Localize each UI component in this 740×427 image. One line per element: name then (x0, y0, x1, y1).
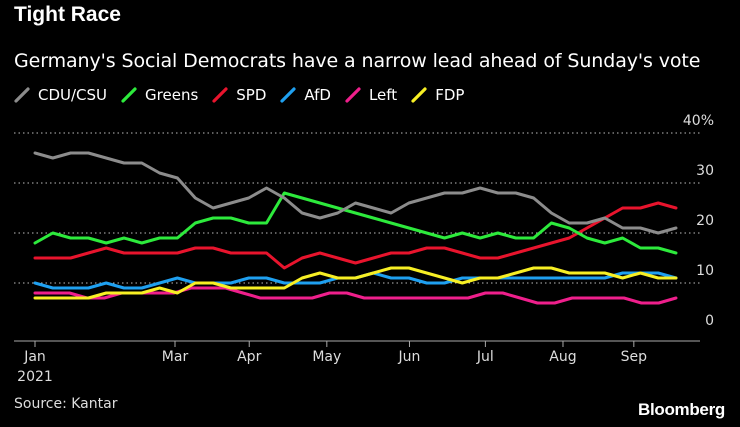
y-tick-label: 30 (696, 163, 714, 179)
legend-item-afd: AfD (280, 86, 331, 104)
y-tick-label: 20 (696, 213, 714, 229)
series-line-greens (33, 191, 678, 255)
series-line-fdp (33, 266, 678, 300)
series-line-spd (33, 201, 678, 270)
legend-item-fdp: FDP (411, 86, 464, 104)
legend-label: AfD (304, 86, 331, 104)
legend-item-left: Left (345, 86, 397, 104)
x-tick-label: May (312, 349, 341, 365)
legend-swatch-icon (212, 87, 228, 103)
legend-label: Greens (145, 86, 199, 104)
y-axis-ticks: 0 10 20 30 40% (683, 113, 714, 329)
chart-title: Tight Race (14, 3, 121, 26)
legend-swatch-icon (121, 87, 137, 103)
grid-lines (14, 132, 700, 342)
legend-label: Left (368, 86, 398, 104)
series-line-afd (33, 271, 678, 290)
source-note: Source: Kantar (14, 396, 118, 412)
x-tick-label: Jun (398, 349, 421, 365)
x-tick-label: Jan (23, 349, 46, 365)
legend-label: SPD (236, 86, 267, 104)
legend-label: CDU/CSU (38, 86, 108, 104)
x-year-label: 2021 (17, 369, 53, 385)
x-tick-label: Mar (162, 349, 189, 365)
y-tick-label: 10 (696, 263, 714, 279)
x-tick-label: Jul (476, 349, 494, 365)
bloomberg-logo: Bloomberg (637, 400, 725, 419)
x-tick-label: Apr (237, 349, 261, 365)
series-lines (33, 151, 678, 305)
series-line-left (33, 286, 678, 305)
legend-item-spd: SPD (212, 86, 266, 104)
x-axis-ticks: Jan Mar Apr May Jun Jul Aug Sep 2021 (17, 341, 647, 385)
x-tick-label: Sep (621, 349, 648, 365)
y-tick-label: 40% (683, 113, 714, 129)
legend-swatch-icon (14, 87, 30, 103)
legend-label: FDP (435, 86, 465, 104)
x-tick-label: Aug (549, 349, 576, 365)
legend-swatch-icon (280, 87, 297, 103)
legend-swatch-icon (345, 87, 361, 103)
legend-swatch-icon (411, 87, 427, 103)
series-line-cdu-csu (33, 151, 678, 235)
y-tick-label: 0 (705, 313, 714, 329)
chart-legend: CDU/CSU Greens SPD AfD Left FDP (14, 86, 478, 104)
legend-item-cdu-csu: CDU/CSU (14, 86, 107, 104)
chart-subtitle: Germany's Social Democrats have a narrow… (14, 50, 701, 72)
legend-item-greens: Greens (121, 86, 198, 104)
